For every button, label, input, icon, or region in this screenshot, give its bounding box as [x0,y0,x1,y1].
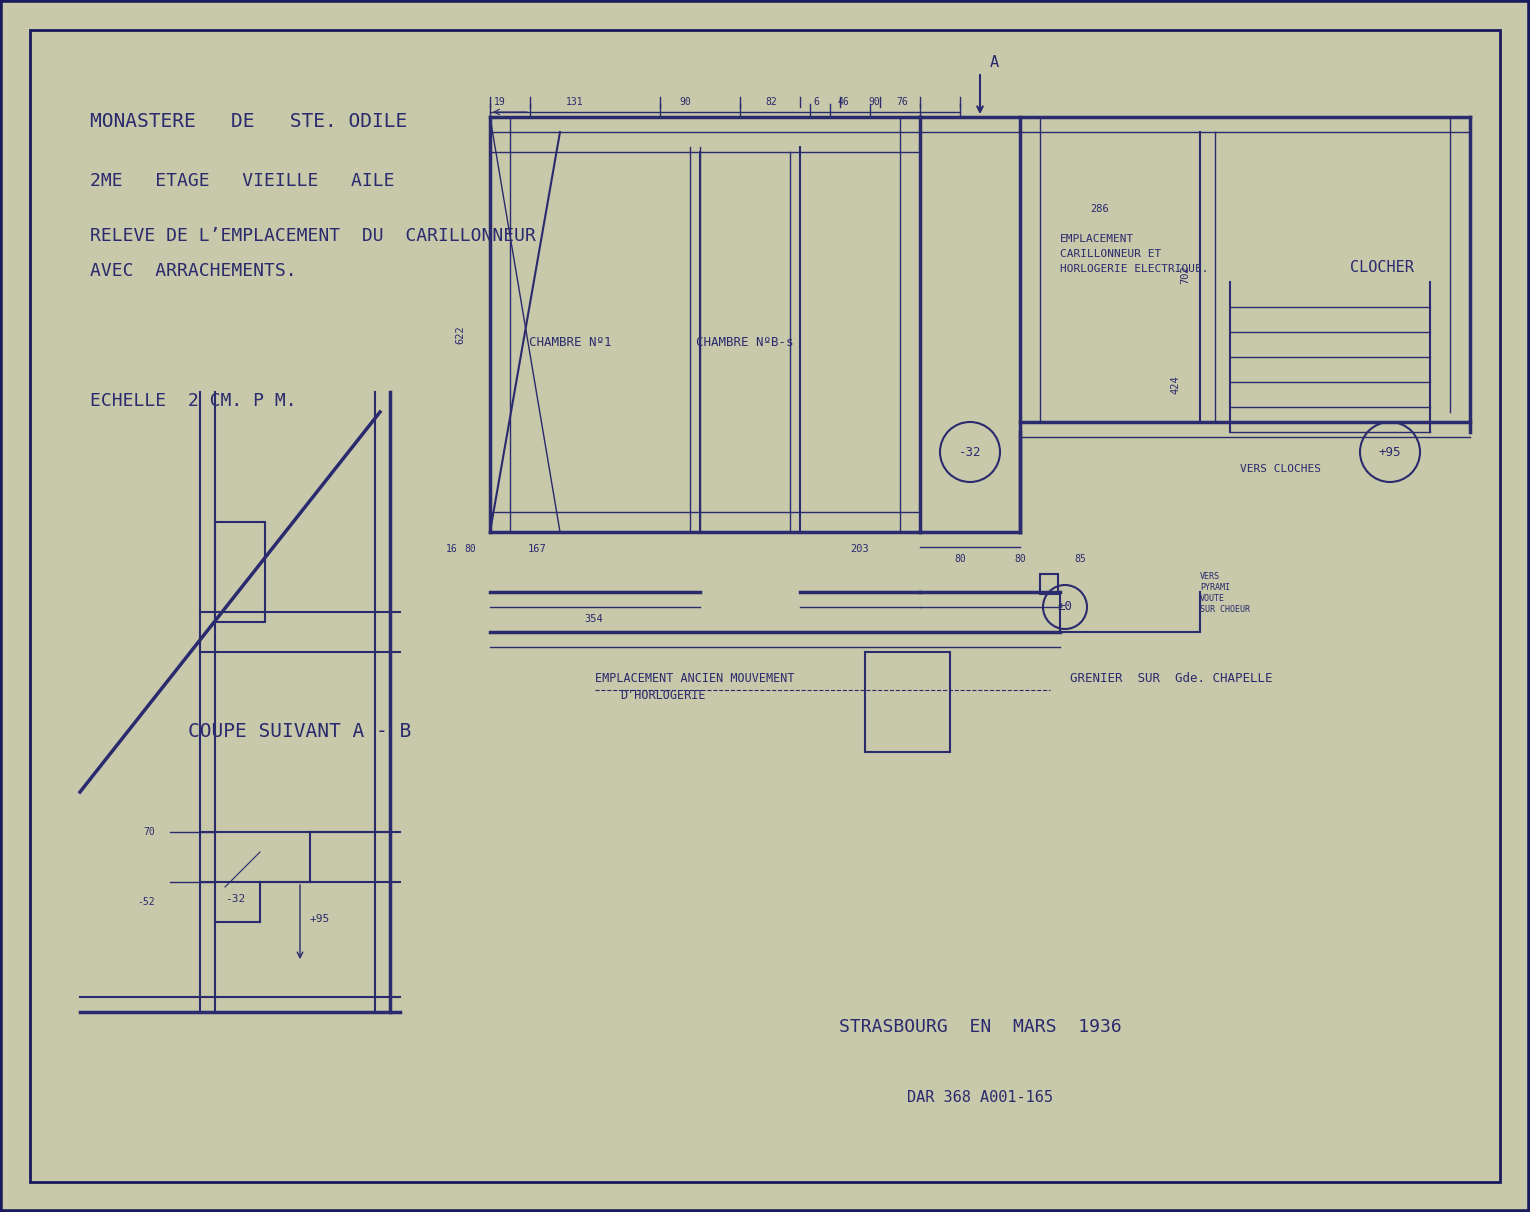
Text: -32: -32 [225,894,245,904]
Text: CLOCHER: CLOCHER [1349,261,1414,275]
Text: 76: 76 [897,97,907,107]
Text: VERS CLOCHES: VERS CLOCHES [1239,464,1320,474]
Text: 354: 354 [584,614,603,624]
Text: MONASTERE   DE   STE. ODILE: MONASTERE DE STE. ODILE [90,112,407,131]
Text: CHAMBRE Nº1: CHAMBRE Nº1 [529,336,612,349]
Text: 167: 167 [528,544,546,554]
Text: 131: 131 [566,97,584,107]
Text: 203: 203 [851,544,869,554]
Text: CHAMBRE NºB­s: CHAMBRE NºB­s [696,336,794,349]
Text: 16: 16 [447,544,457,554]
Text: D'HORLOGERIE: D'HORLOGERIE [620,688,705,702]
Text: 82: 82 [765,97,777,107]
Text: 19: 19 [494,97,506,107]
Text: 622: 622 [454,325,465,344]
Text: 90: 90 [679,97,692,107]
Text: VERS
PYRAMI
VOUTE
SUR CHOEUR: VERS PYRAMI VOUTE SUR CHOEUR [1200,572,1250,614]
Text: -32: -32 [959,446,981,458]
Text: 286: 286 [1091,204,1109,215]
Text: GRENIER  SUR  Gde. CHAPELLE: GRENIER SUR Gde. CHAPELLE [1069,671,1273,685]
Bar [864,652,950,751]
Text: RELEVE DE L’EMPLACEMENT  DU  CARILLONNEUR: RELEVE DE L’EMPLACEMENT DU CARILLONNEUR [90,227,536,245]
Text: +95: +95 [311,914,330,924]
Bar [216,522,265,622]
Text: HORLOGERIE ELECTRIQUE.: HORLOGERIE ELECTRIQUE. [1060,264,1209,274]
Text: 80: 80 [1014,554,1027,564]
Text: AVEC  ARRACHEMENTS.: AVEC ARRACHEMENTS. [90,262,297,280]
Text: 702: 702 [1180,265,1190,284]
Text: 6: 6 [812,97,819,107]
Text: EMPLACEMENT ANCIEN MOUVEMENT: EMPLACEMENT ANCIEN MOUVEMENT [595,671,794,685]
Text: CARILLONNEUR ET: CARILLONNEUR ET [1060,248,1161,259]
Bar [1040,574,1059,594]
Text: A: A [990,55,999,70]
Text: 70: 70 [144,827,155,837]
Text: +95: +95 [1379,446,1401,458]
Text: EMPLACEMENT: EMPLACEMENT [1060,234,1134,244]
Text: COUPE SUIVANT A - B: COUPE SUIVANT A - B [188,722,412,741]
Text: 80: 80 [955,554,965,564]
Text: ECHELLE  2 CM. P M.: ECHELLE 2 CM. P M. [90,391,297,410]
Text: STRASBOURG  EN  MARS  1936: STRASBOURG EN MARS 1936 [838,1018,1121,1036]
Text: DAR 368 A001-165: DAR 368 A001-165 [907,1090,1053,1105]
Text: ±0: ±0 [1057,600,1073,613]
Text: 2ME   ETAGE   VIEILLE   AILE: 2ME ETAGE VIEILLE AILE [90,172,395,190]
Text: -52: -52 [138,897,155,907]
Text: 85: 85 [1074,554,1086,564]
Text: 80: 80 [464,544,476,554]
Text: 424: 424 [1170,376,1180,394]
Text: 90: 90 [868,97,880,107]
Text: 46: 46 [837,97,849,107]
